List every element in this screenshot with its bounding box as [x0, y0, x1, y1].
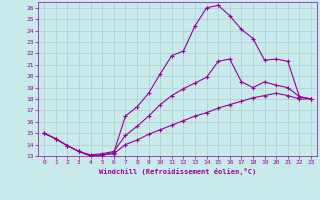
- X-axis label: Windchill (Refroidissement éolien,°C): Windchill (Refroidissement éolien,°C): [99, 168, 256, 175]
